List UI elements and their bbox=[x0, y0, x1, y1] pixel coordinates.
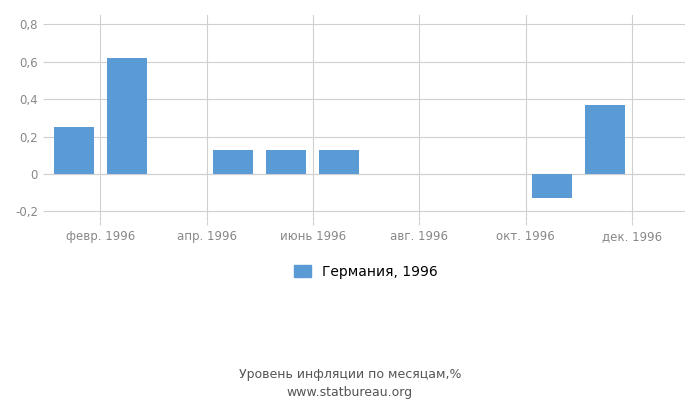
Bar bbox=[532, 174, 572, 198]
Text: www.statbureau.org: www.statbureau.org bbox=[287, 386, 413, 399]
Bar bbox=[319, 150, 359, 174]
Text: Уровень инфляции по месяцам,%: Уровень инфляции по месяцам,% bbox=[239, 368, 461, 381]
Bar bbox=[54, 127, 94, 174]
Legend: Германия, 1996: Германия, 1996 bbox=[294, 264, 438, 278]
Bar bbox=[266, 150, 306, 174]
Bar bbox=[214, 150, 253, 174]
Bar bbox=[107, 58, 147, 174]
Bar bbox=[585, 105, 625, 174]
